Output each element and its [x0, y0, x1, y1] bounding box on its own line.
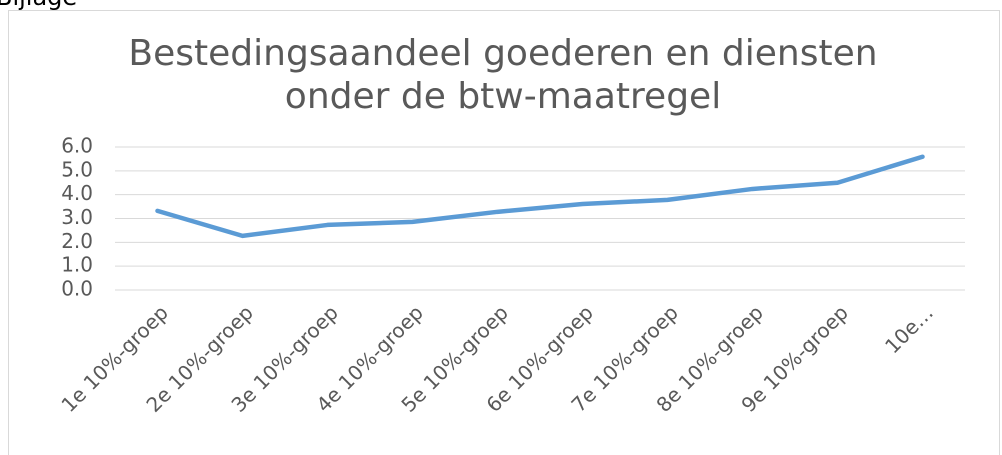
y-tick-label: 5.0: [61, 157, 93, 181]
chart-border: [8, 10, 1000, 455]
y-tick-label: 1.0: [61, 253, 93, 277]
page-label: Bijlage: [0, 0, 77, 11]
y-tick-label: 0.0: [61, 277, 93, 301]
chart-title: Bestedingsaandeel goederen en diensten: [128, 33, 877, 74]
chart-title: onder de btw-maatregel: [285, 76, 721, 117]
x-tick-label: 10e…: [880, 300, 938, 358]
y-tick-label: 6.0: [61, 134, 93, 158]
y-tick-label: 2.0: [61, 229, 93, 253]
y-tick-label: 4.0: [61, 181, 93, 205]
y-tick-label: 3.0: [61, 205, 93, 229]
line-series: [155, 154, 925, 239]
